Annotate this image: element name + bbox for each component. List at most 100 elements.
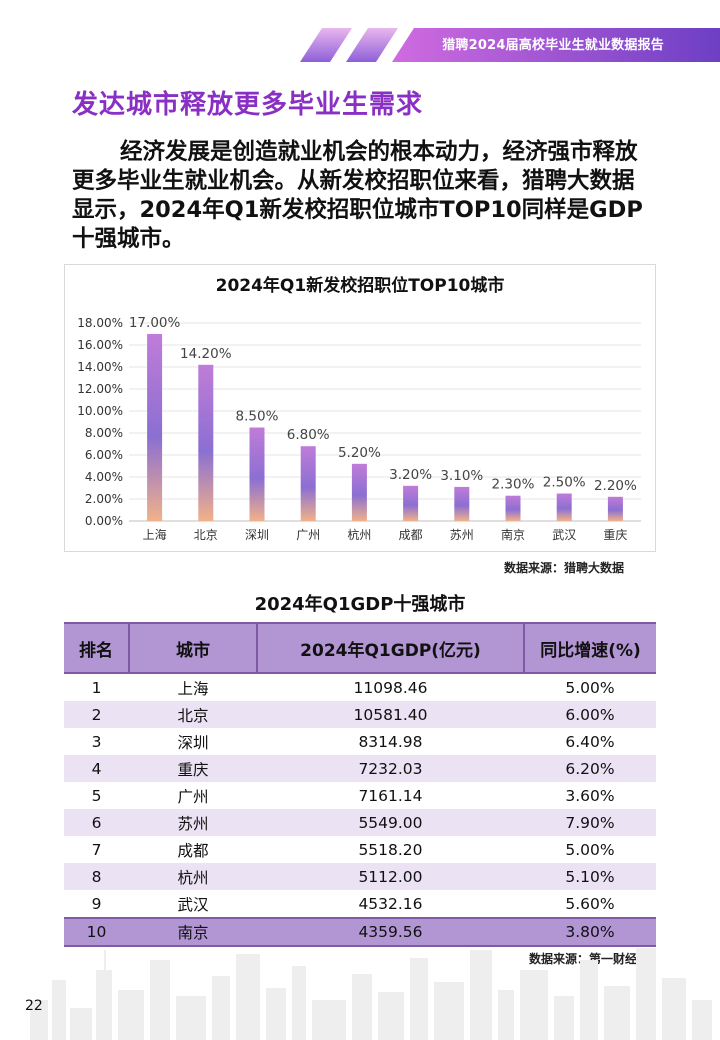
cell-gdp: 5549.00 [257,809,524,836]
table-row: 10 南京 4359.56 3.80% [64,917,656,947]
cell-growth: 7.90% [524,809,656,836]
data-label: 17.00% [129,315,181,331]
data-label: 8.50% [236,409,279,425]
cell-growth: 5.60% [524,890,656,918]
cell-city: 北京 [129,701,257,728]
cell-rank: 7 [64,836,129,863]
table-source: 数据来源：第一财经 [529,952,638,966]
cell-city: 广州 [129,782,257,809]
cell-city: 重庆 [129,755,257,782]
y-tick-label: 16.00% [77,338,123,352]
data-label: 3.10% [440,468,483,484]
cell-gdp: 11098.46 [257,673,524,701]
x-tick-label: 广州 [296,528,320,542]
cell-gdp: 7161.14 [257,782,524,809]
header-growth: 同比增速(%) [524,622,656,674]
x-tick-label: 武汉 [552,528,576,542]
table-header-row: 排名 城市 2024年Q1GDP(亿元) 同比增速(%) [64,622,656,674]
cell-rank: 2 [64,701,129,728]
cell-growth: 6.40% [524,728,656,755]
y-tick-label: 18.00% [77,316,123,330]
y-tick-label: 0.00% [85,514,123,528]
cell-city: 武汉 [129,890,257,918]
cell-growth: 5.00% [524,673,656,701]
x-tick-label: 苏州 [450,528,474,542]
bar-chart: 2024年Q1新发校招职位TOP10城市 0.00% 2.00% 4.00% 6.00… [77,275,641,542]
cell-rank: 4 [64,755,129,782]
bar [300,446,316,521]
intro-paragraph: 经济发展是创造就业机会的根本动力，经济强市释放更多毕业生就业机会。从新发校招职位… [72,139,643,252]
y-tick-label: 4.00% [85,470,123,484]
cell-growth: 5.10% [524,863,656,890]
table-row: 5 广州 7161.14 3.60% [64,782,656,809]
bar [403,485,419,521]
cell-rank: 10 [64,917,129,947]
header-banner [300,28,720,62]
y-tick-label: 14.00% [77,360,123,374]
chart-title: 2024年Q1新发校招职位TOP10城市 [216,275,505,296]
cell-growth: 3.60% [524,782,656,809]
bar [556,493,572,521]
cell-gdp: 5112.00 [257,863,524,890]
page-headline: 发达城市释放更多毕业生需求 [72,90,424,120]
cell-rank: 9 [64,890,129,918]
table-row: 1 上海 11098.46 5.00% [64,673,656,701]
table-row: 2 北京 10581.40 6.00% [64,701,656,728]
cell-rank: 8 [64,863,129,890]
header-gdp: 2024年Q1GDP(亿元) [257,622,525,674]
city-skyline-decoration [30,948,712,1040]
cell-city: 上海 [129,673,257,701]
chart-source: 数据来源：猎聘大数据 [504,561,625,575]
cell-growth: 3.80% [524,917,656,947]
header-stripe-1 [300,28,352,62]
y-tick-label: 8.00% [85,426,123,440]
cell-gdp: 4359.56 [257,917,524,947]
cell-growth: 6.00% [524,701,656,728]
bar [454,486,470,521]
cell-rank: 6 [64,809,129,836]
cell-gdp: 4532.16 [257,890,524,918]
cell-city: 苏州 [129,809,257,836]
cell-growth: 5.00% [524,836,656,863]
data-label: 2.20% [594,478,637,494]
report-title: 猎聘2024届高校毕业生就业数据报告 [442,38,664,53]
y-tick-label: 6.00% [85,448,123,462]
cell-gdp: 10581.40 [257,701,524,728]
cell-rank: 5 [64,782,129,809]
table-row: 3 深圳 8314.98 6.40% [64,728,656,755]
data-label: 5.20% [338,445,381,461]
data-label: 3.20% [389,467,432,483]
cell-growth: 6.20% [524,755,656,782]
cell-city: 深圳 [129,728,257,755]
cell-rank: 1 [64,673,129,701]
y-tick-label: 10.00% [77,404,123,418]
bar [147,334,163,521]
table-row: 7 成都 5518.20 5.00% [64,836,656,863]
y-tick-label: 12.00% [77,382,123,396]
cell-rank: 3 [64,728,129,755]
x-tick-label: 深圳 [245,528,269,542]
gdp-table: 排名 城市 2024年Q1GDP(亿元) 同比增速(%) 1 上海 11098.46… [64,622,656,947]
cell-gdp: 7232.03 [257,755,524,782]
cell-city: 成都 [129,836,257,863]
x-tick-label: 上海 [143,527,167,542]
bar [249,427,265,521]
data-label: 2.30% [492,477,535,493]
bar [505,495,521,521]
header-city: 城市 [129,622,258,674]
data-label: 2.50% [543,475,586,491]
bar [198,364,214,521]
x-tick-label: 杭州 [347,527,371,542]
header-stripe-2 [346,28,398,62]
table-row: 6 苏州 5549.00 7.90% [64,809,656,836]
table-title: 2024年Q1GDP十强城市 [254,594,466,615]
page-number: 22 [25,998,43,1014]
cell-city: 南京 [129,917,257,947]
chart-card: 2024年Q1新发校招职位TOP10城市 0.00% 2.00% 4.00% 6.00… [64,264,656,552]
x-tick-label: 成都 [399,528,423,542]
cell-gdp: 8314.98 [257,728,524,755]
header-rank: 排名 [64,622,130,674]
data-label: 6.80% [287,427,330,443]
x-tick-label: 南京 [501,527,525,542]
x-tick-label: 重庆 [603,528,627,542]
